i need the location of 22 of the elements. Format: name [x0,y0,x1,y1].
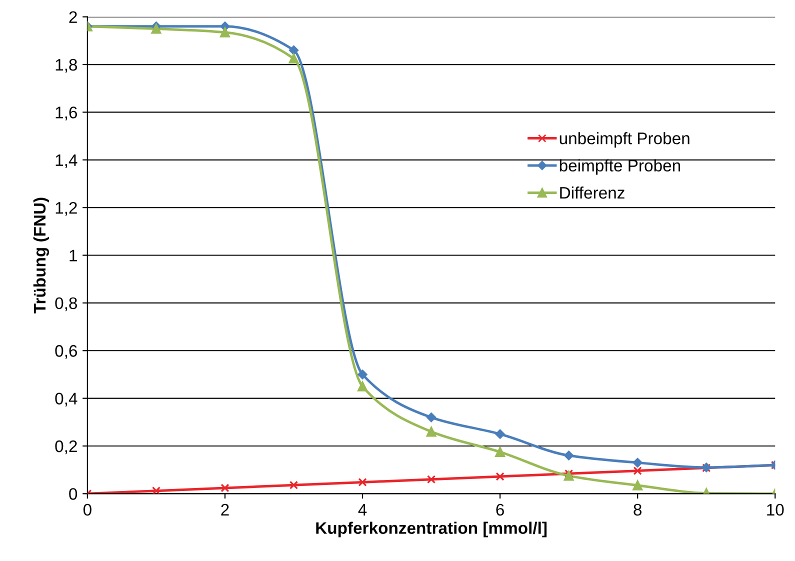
x-tick-label: 0 [83,504,92,516]
x-tick-label: 6 [496,504,504,516]
y-tick-label: 1,6 [56,106,77,120]
y-axis-title: Trübung (FNU) [33,198,50,314]
legend-label: Differenz [560,186,624,199]
y-tick-label: 1,2 [56,202,77,216]
y-tick-label: 2 [69,11,77,23]
x-tick-label: 10 [767,504,784,516]
x-tick-label: 8 [634,504,642,516]
y-tick-label: 0,6 [55,345,77,359]
y-tick-label: 0 [69,488,78,500]
legend-label: beimpfte Proben [560,159,680,175]
y-tick-label: 1,8 [56,58,78,73]
x-tick-label: 2 [221,504,229,516]
x-axis-title: Kupferkonzentration [mmol/l] [316,522,547,538]
legend-label: unbeimpft Proben [560,132,690,148]
y-tick-label: 1 [70,250,77,262]
y-tick-label: 0,4 [55,392,78,406]
y-tick-label: 0,8 [55,297,78,312]
y-tick-label: 0,2 [55,440,77,454]
y-tick-label: 1,4 [56,154,78,168]
x-tick-label: 4 [358,504,367,516]
